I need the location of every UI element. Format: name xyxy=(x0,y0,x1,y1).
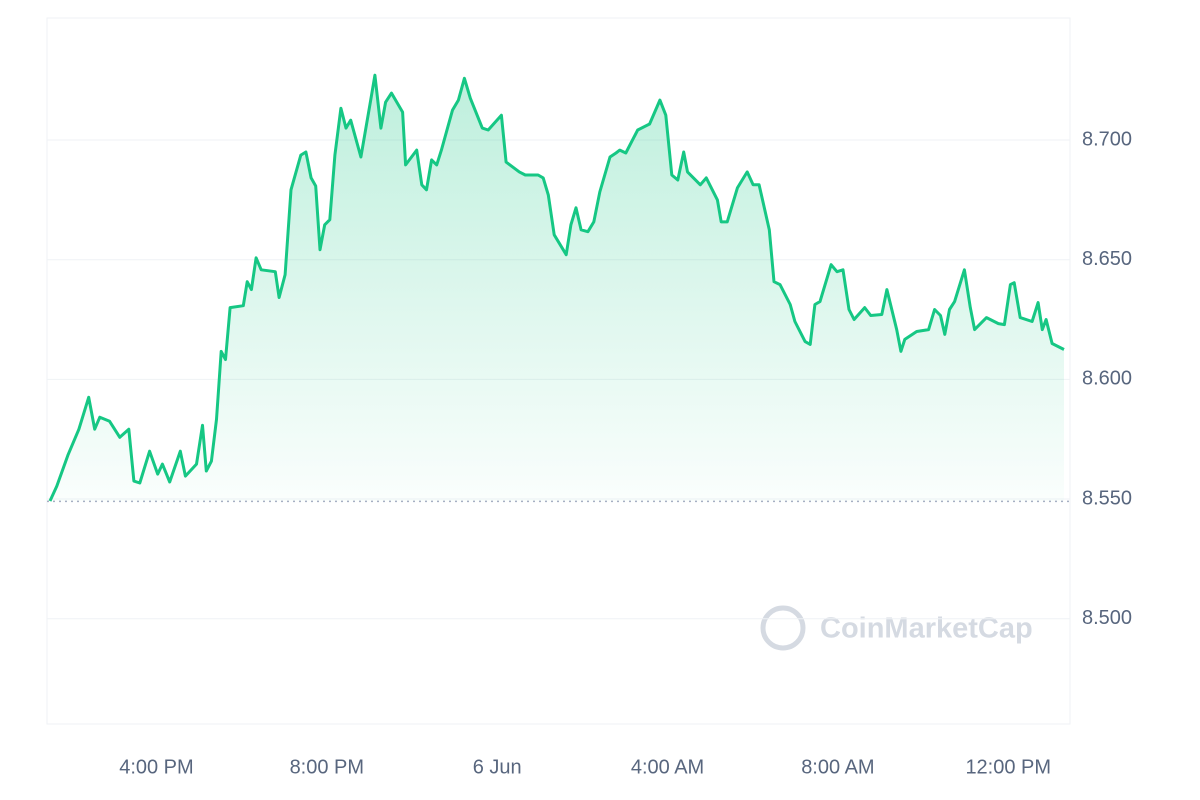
plot-frame xyxy=(46,17,1071,725)
watermark-text: CoinMarketCap xyxy=(820,613,1033,645)
y-tick-label: 8.550 xyxy=(1082,487,1132,509)
y-tick-label: 8.700 xyxy=(1082,128,1132,150)
area xyxy=(50,75,1064,502)
watermark: CoinMarketCap xyxy=(760,605,1033,651)
x-tick-label: 4:00 AM xyxy=(631,756,704,778)
watermark-logo xyxy=(760,605,806,651)
x-tick-label: 4:00 PM xyxy=(119,756,193,778)
y-tick-label: 8.600 xyxy=(1082,368,1132,390)
price-line xyxy=(48,73,1065,502)
x-tick-label: 6 Jun xyxy=(473,756,522,778)
x-tick-label: 12:00 PM xyxy=(965,756,1051,778)
x-tick-label: 8:00 AM xyxy=(801,756,874,778)
y-tick-label: 8.500 xyxy=(1082,607,1132,629)
y-tick-label: 8.650 xyxy=(1082,248,1132,270)
x-tick-label: 8:00 PM xyxy=(290,756,364,778)
